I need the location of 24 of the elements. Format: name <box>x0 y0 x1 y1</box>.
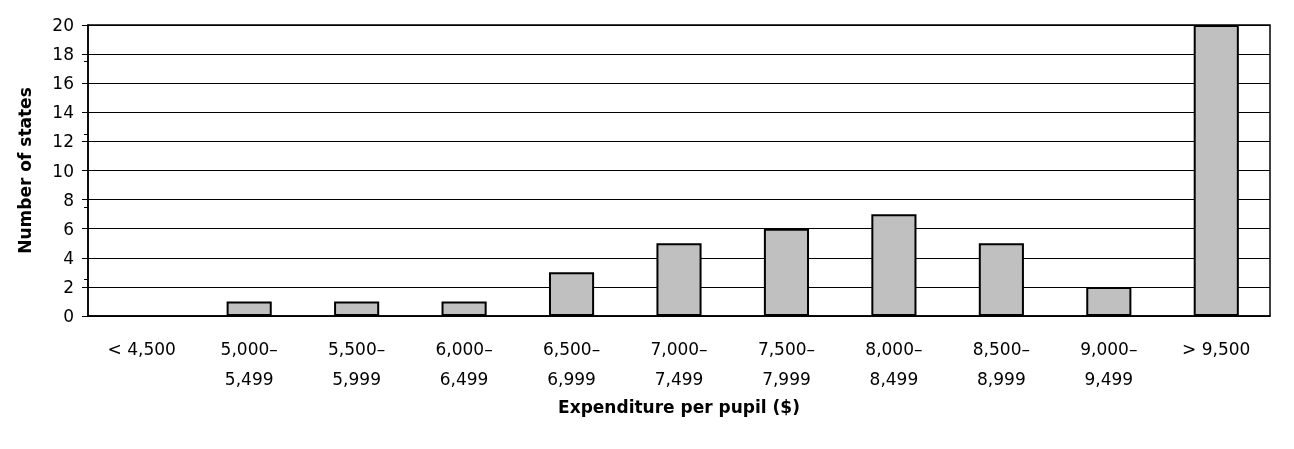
y-tick-label: 0 <box>63 306 74 326</box>
y-tick-label: 16 <box>52 73 74 94</box>
y-axis-title: Number of states <box>14 87 35 254</box>
x-tick-label: 5,500– 5,999 <box>328 339 386 389</box>
y-tick-label: 18 <box>52 44 74 65</box>
x-tick-label: 9,000– 9,499 <box>1080 339 1138 389</box>
y-tick-label: 4 <box>63 247 74 268</box>
y-tick-label: 10 <box>52 160 74 181</box>
y-tick-label: 2 <box>63 276 74 297</box>
y-tick-label: 20 <box>52 15 74 35</box>
x-tick-label: < 4,500 <box>107 339 176 359</box>
x-tick-label: 5,000– 5,499 <box>220 339 278 389</box>
y-tick-label: 8 <box>63 189 74 210</box>
y-tick-label: 14 <box>52 102 74 123</box>
y-tick-label: 12 <box>52 131 74 152</box>
x-tick-label: > 9,500 <box>1182 339 1251 359</box>
x-tick-label: 7,500– 7,999 <box>757 339 816 389</box>
x-tick-label: 7,000– 7,499 <box>650 339 708 389</box>
x-tick-label: 8,000– 8,499 <box>865 339 923 389</box>
x-tick-label: 6,500– 6,999 <box>542 339 601 389</box>
y-tick-label: 6 <box>63 218 74 239</box>
x-axis-title: Expenditure per pupil ($) <box>558 397 800 418</box>
x-tick-label: 8,500– 8,999 <box>972 339 1030 389</box>
x-tick-label: 6,000– 6,499 <box>435 339 493 389</box>
